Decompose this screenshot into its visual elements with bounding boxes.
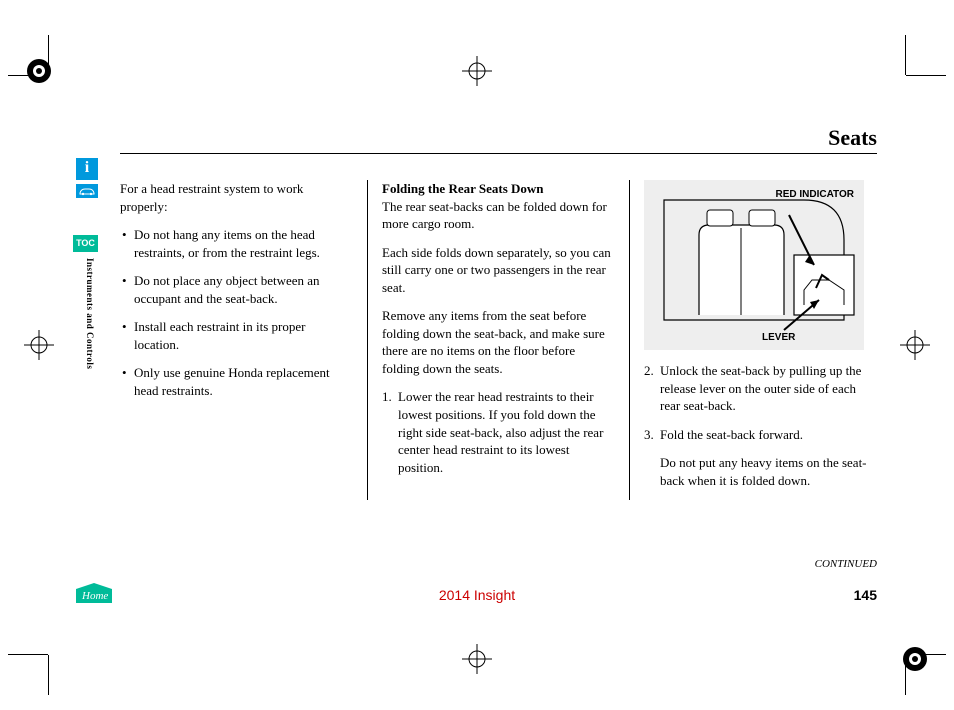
col2-p1-text: The rear seat-backs can be folded down f… (382, 199, 607, 232)
step-text: Unlock the seat-back by pulling up the r… (660, 363, 861, 413)
col3-steps: 2. Unlock the seat-back by pulling up the… (644, 362, 877, 443)
step-text: Lower the rear head restraints to their … (398, 389, 603, 474)
bullet-item: Do not place any object between an occup… (120, 272, 353, 307)
continued-label: CONTINUED (815, 558, 877, 570)
crop-mark (8, 654, 48, 655)
column-2: Folding the Rear Seats Down The rear seat… (372, 180, 625, 500)
home-button[interactable]: Home (76, 583, 112, 603)
col1-bullets: Do not hang any items on the head restra… (120, 226, 353, 399)
step-num: 3. (644, 426, 654, 444)
page-title: Seats (828, 125, 877, 151)
seat-diagram: RED INDICATOR LEVER (644, 180, 864, 350)
crosshair-mark-icon (24, 330, 54, 360)
toc-tab[interactable]: TOC (73, 235, 98, 252)
page-number: 145 (854, 587, 877, 603)
col2-heading: Folding the Rear Seats Down (382, 181, 544, 196)
step-num: 2. (644, 362, 654, 380)
content-columns: For a head restraint system to work prop… (120, 180, 877, 500)
bullet-item: Install each restraint in its proper loc… (120, 318, 353, 353)
footer-model: 2014 Insight (439, 587, 515, 603)
column-separator (367, 180, 368, 500)
bullet-item: Only use genuine Honda replacement head … (120, 364, 353, 399)
crop-mark (905, 35, 906, 75)
info-tab-icon[interactable]: i (76, 158, 98, 180)
seat-diagram-svg (644, 180, 864, 350)
column-1: For a head restraint system to work prop… (120, 180, 363, 500)
col3-note: Do not put any heavy items on the seat-b… (644, 454, 877, 489)
crosshair-mark-icon (462, 56, 492, 86)
crop-mark (48, 655, 49, 695)
col2-p2: Each side folds down separately, so you … (382, 244, 615, 297)
step-text: Fold the seat-back forward. (660, 427, 803, 442)
column-3: RED INDICATOR LEVER 2. Unlock the seat-ba… (634, 180, 877, 500)
title-rule (120, 153, 877, 154)
col1-intro: For a head restraint system to work prop… (120, 180, 353, 215)
registration-mark-icon (900, 644, 930, 674)
col2-steps: 1. Lower the rear head restraints to thei… (382, 388, 615, 476)
step-item: 1. Lower the rear head restraints to thei… (382, 388, 615, 476)
col2-p1: Folding the Rear Seats Down The rear seat… (382, 180, 615, 233)
bullet-item: Do not hang any items on the head restra… (120, 226, 353, 261)
crosshair-mark-icon (900, 330, 930, 360)
crosshair-mark-icon (462, 644, 492, 674)
diagram-label-bottom: LEVER (762, 331, 795, 345)
section-side-label: Instruments and Controls (85, 258, 95, 369)
crop-mark (906, 75, 946, 76)
registration-mark-icon (24, 56, 54, 86)
col2-p3: Remove any items from the seat before fo… (382, 307, 615, 377)
step-item: 2. Unlock the seat-back by pulling up the… (644, 362, 877, 415)
column-separator (629, 180, 630, 500)
step-num: 1. (382, 388, 392, 406)
step-item: 3. Fold the seat-back forward. (644, 426, 877, 444)
car-tab-icon[interactable] (76, 184, 98, 198)
diagram-label-top: RED INDICATOR (775, 188, 854, 202)
